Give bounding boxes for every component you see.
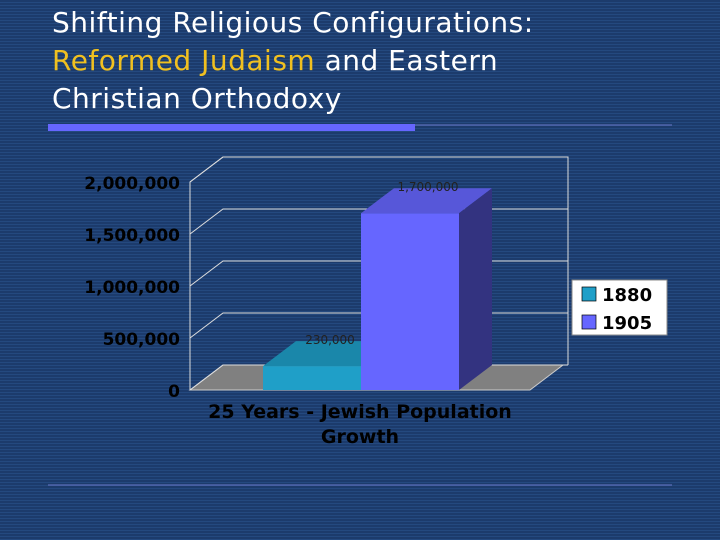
title-line: Shifting Religious Configurations: — [52, 6, 534, 39]
value-label: 230,000 — [305, 333, 355, 347]
bar-front — [263, 366, 361, 390]
slide-title: Shifting Religious Configurations: Reform… — [52, 4, 672, 118]
bar-side — [459, 188, 492, 390]
legend-swatch — [581, 314, 597, 330]
y-tick-label: 500,000 — [103, 330, 181, 350]
grid-line — [189, 156, 568, 183]
legend-swatch — [581, 286, 597, 302]
legend-label: 1880 — [602, 285, 652, 306]
y-tick-label: 2,000,000 — [84, 174, 180, 194]
title-highlight: Reformed Judaism — [52, 44, 316, 77]
bar-top — [361, 188, 492, 214]
legend-label: 1905 — [602, 313, 652, 334]
y-tick-label: 1,500,000 — [84, 226, 180, 246]
title-line: Christian Orthodoxy — [52, 82, 342, 115]
category-label: 25 Years - Jewish Population Growth — [208, 401, 512, 448]
value-label: 1,700,000 — [397, 180, 458, 194]
title-rule — [48, 124, 415, 131]
y-tick-label: 0 — [168, 382, 180, 402]
y-tick-label: 1,000,000 — [84, 278, 180, 298]
title-line: and Eastern — [324, 44, 499, 77]
bar-front — [361, 213, 459, 390]
